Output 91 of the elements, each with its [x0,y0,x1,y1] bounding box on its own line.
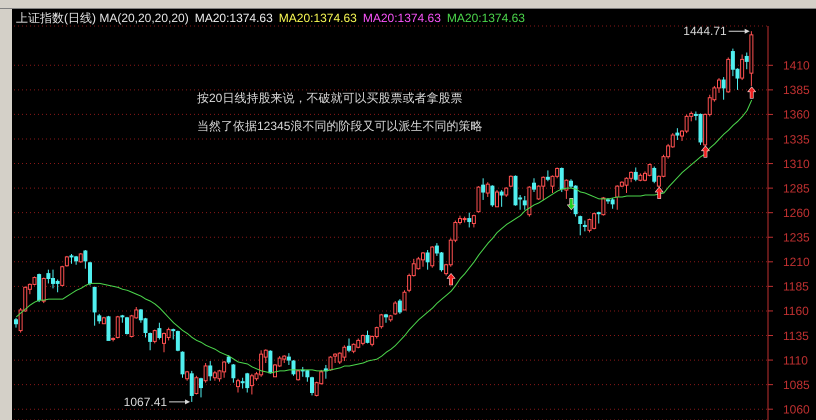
y-tick-label: 1235 [783,230,810,245]
y-tick-label: 1060 [783,402,810,416]
point [747,86,756,99]
candlestick [564,178,568,200]
candlestick [180,350,184,378]
y-tick-label: 1185 [783,280,810,294]
candlestick [486,182,490,198]
text: MA20:1374.63 [362,11,441,25]
candlestick [231,363,236,384]
y-tick-label: 1335 [783,132,810,146]
candlestick [78,252,83,264]
candlestick [402,290,406,310]
annotation: 当然了依据12345浪不同的阶段又可以派生不同的策略 [197,119,482,133]
candlestick [582,220,587,232]
candlestick [236,378,240,393]
candlestick [426,250,430,270]
candlestick [596,211,601,224]
candlestick [204,362,208,384]
candlestick [60,265,64,287]
candlestick [379,313,384,330]
candlestick [88,261,92,286]
candlestick [125,316,129,336]
candlestick [83,250,88,270]
candlestick [14,317,18,328]
candlestick [522,195,527,210]
y-tick-label: 1385 [783,83,810,98]
candlestick [148,332,152,351]
candlestick [42,277,46,304]
point [446,273,456,286]
candlestick [185,370,190,382]
candlestick [532,178,536,193]
candlestick [495,190,499,208]
candlestick [490,184,494,208]
candlestick [546,170,550,182]
candlestick [560,166,564,193]
candlestick [310,376,314,396]
y-tick-label: 1085 [783,378,810,392]
candlestick [64,255,69,268]
y-tick-label: 1260 [783,206,810,220]
candlestick [360,334,365,346]
y-tick-label: 1160 [783,304,810,318]
y-tick-label: 1110 [783,353,808,368]
candlestick [634,166,638,182]
candlestick [500,190,504,208]
annotation: 1444.71 [683,24,727,38]
candlestick [481,178,486,200]
candlestick [578,215,582,236]
candlestick [199,377,203,398]
candlestick [508,174,513,188]
candlestick [292,360,296,376]
candlestick [504,186,508,198]
annotation: 1067.41 [124,394,168,409]
candlestick [268,350,272,374]
point [654,186,664,199]
candlestick [652,166,656,184]
candlestick [176,330,180,352]
candlestick [472,214,476,228]
y-tick-label: 1135 [783,328,810,343]
candlestick [398,298,402,314]
candlestick [740,54,744,81]
text: MA20:1374.63 [278,11,357,25]
candlestick [208,360,212,382]
point [567,198,576,210]
candlestick [97,313,102,324]
y-tick-label: 1210 [783,255,810,270]
y-tick-label: 1360 [783,108,810,122]
candlestick [601,196,606,216]
candlestick [467,212,472,228]
candlestick [157,322,162,340]
candlestick [194,375,198,395]
candlestick [286,352,291,366]
candlestick [393,300,398,316]
candlestick [152,329,157,344]
annotation: 按20日线持股来说，不破就可以买股票或者拿股票 [197,91,462,105]
candlestick [116,315,120,339]
text: MA20:1374.63 [446,11,525,25]
candlestick [722,76,726,100]
candlestick [744,52,749,70]
candlestick [430,246,434,268]
candlestick [366,330,370,344]
candlestick [190,370,194,402]
y-tick-label: 1285 [783,181,810,196]
candlestick [328,356,332,372]
candlestick [675,128,680,140]
chart-title: 上证指数(日线) MA(20,20,20,20) [16,11,189,25]
candlestick [347,338,351,353]
candlestick [342,344,346,362]
candlestick [171,328,176,340]
y-tick-label: 1310 [783,156,810,171]
y-tick-label: 1410 [783,58,810,73]
text: MA20:1374.63 [194,11,273,25]
